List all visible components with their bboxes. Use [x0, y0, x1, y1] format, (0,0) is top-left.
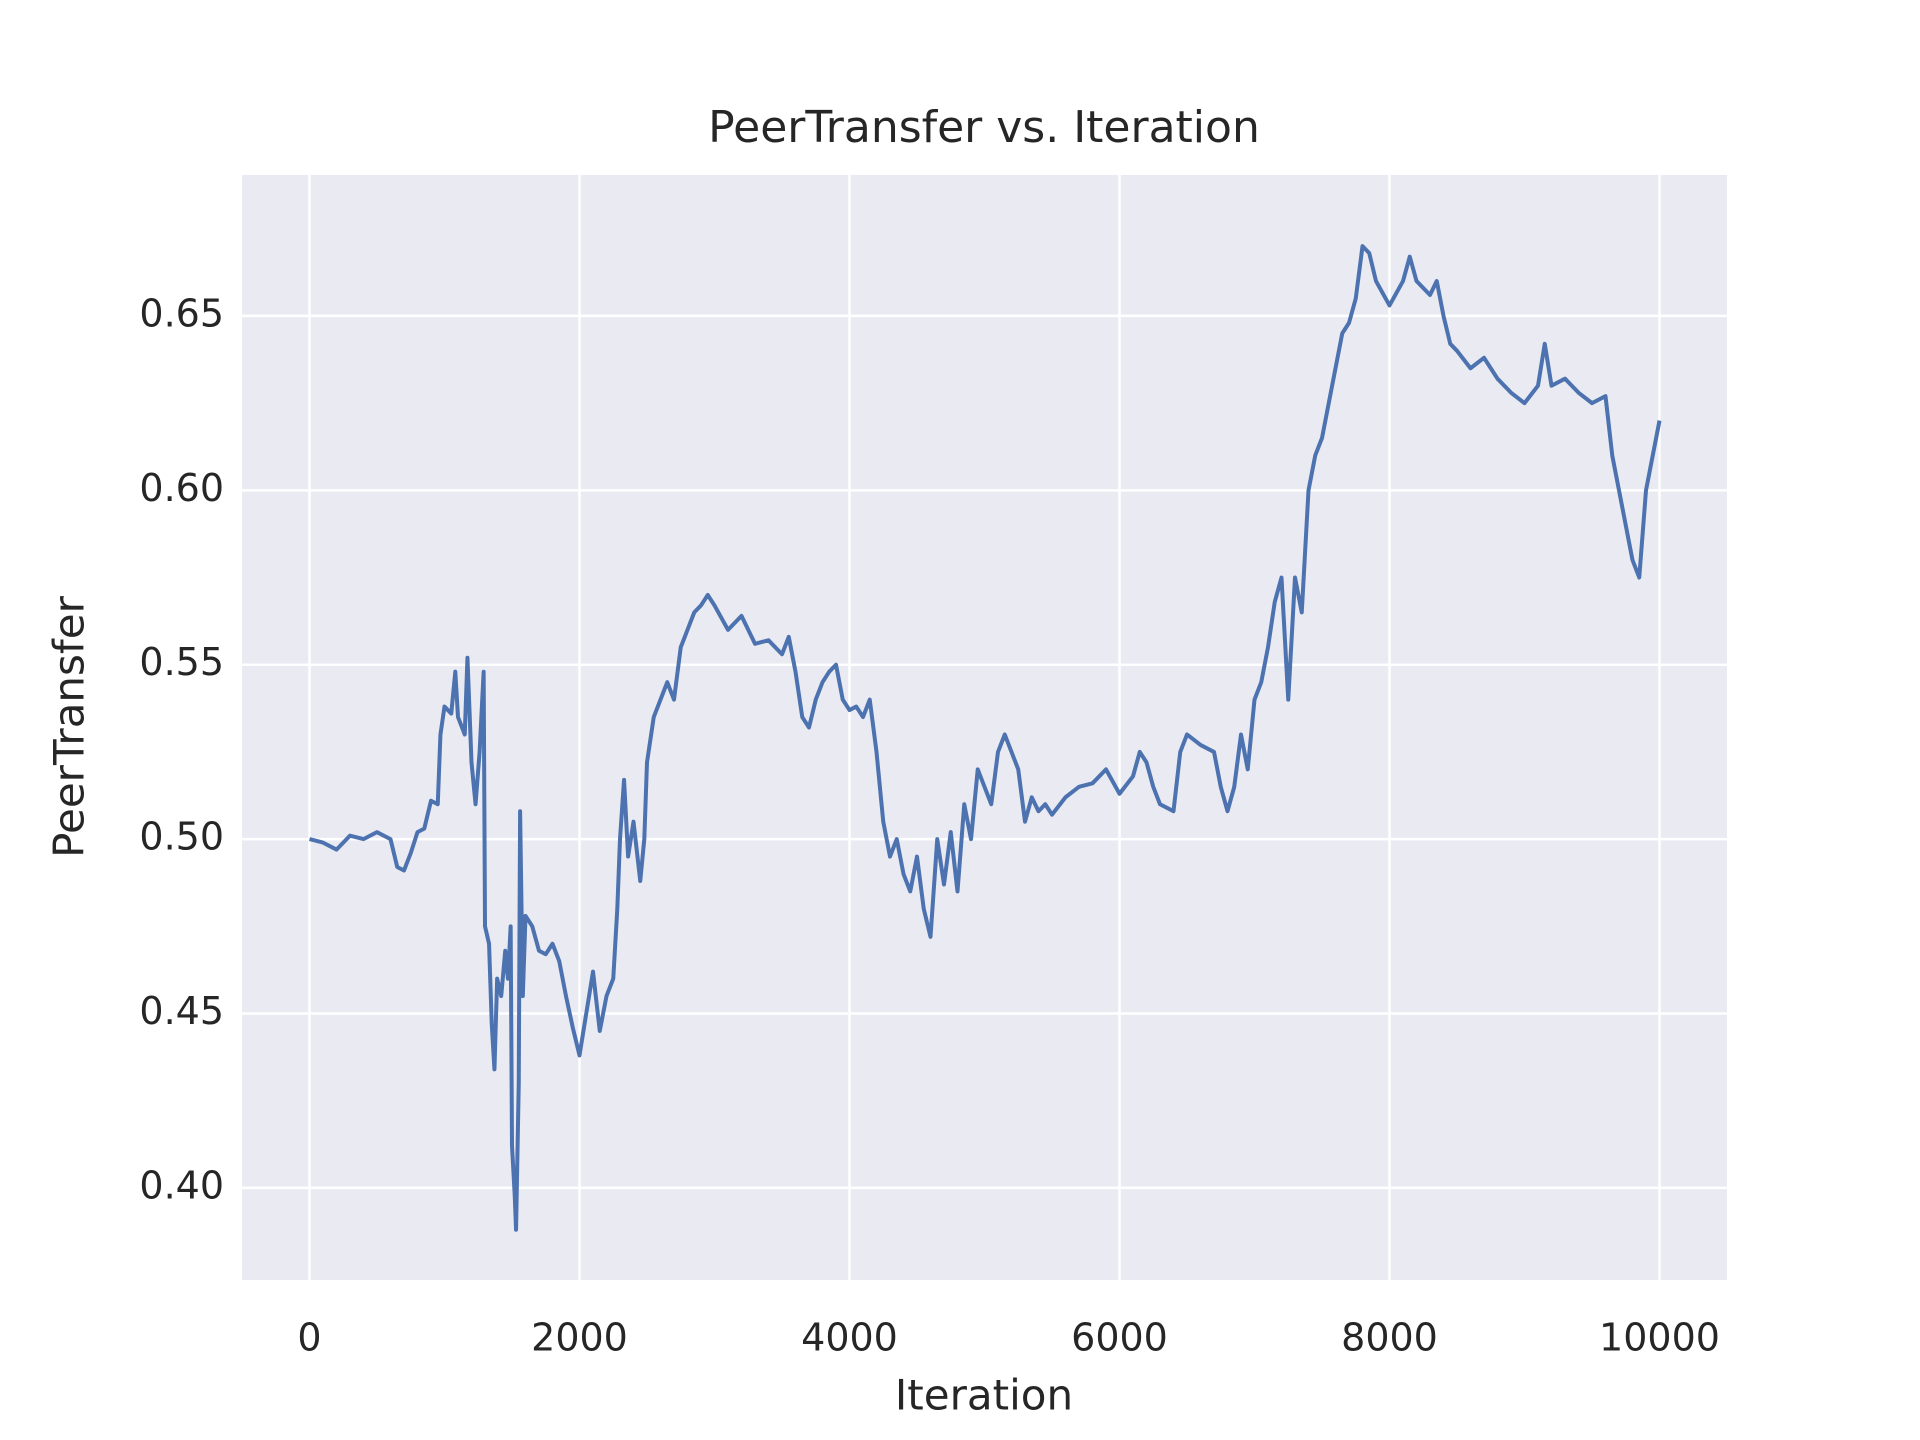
y-tick-label: 0.65 [139, 291, 224, 335]
x-tick-label: 8000 [1341, 1316, 1438, 1360]
y-tick-label: 0.55 [139, 640, 224, 684]
y-tick-label: 0.60 [139, 466, 224, 510]
x-tick-label: 0 [297, 1316, 321, 1360]
y-tick-label: 0.40 [139, 1163, 224, 1207]
data-line [309, 244, 1662, 1232]
x-tick-label: 2000 [531, 1316, 628, 1360]
y-axis-label: PeerTransfer [45, 595, 94, 857]
x-tick-label: 6000 [1071, 1316, 1168, 1360]
x-axis-label: Iteration [895, 1371, 1073, 1420]
chart-title: PeerTransfer vs. Iteration [708, 102, 1260, 153]
y-tick-label: 0.45 [139, 989, 224, 1033]
y-tick-label: 0.50 [139, 815, 224, 859]
x-tick-label: 4000 [801, 1316, 898, 1360]
x-tick-label: 10000 [1599, 1316, 1720, 1360]
